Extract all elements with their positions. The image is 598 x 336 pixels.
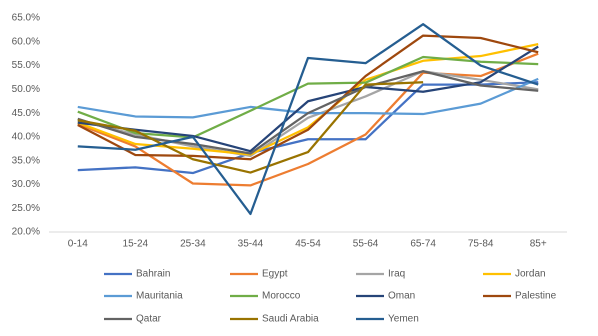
- legend-label: Morocco: [262, 291, 301, 302]
- x-tick-label: 75-84: [468, 239, 494, 250]
- x-tick-label: 0-14: [68, 239, 88, 250]
- legend-label: Oman: [388, 291, 415, 302]
- x-tick-label: 55-64: [353, 239, 379, 250]
- series-line: [77, 34, 539, 161]
- legend-label: Mauritania: [136, 291, 183, 302]
- y-tick-label: 20.0%: [12, 227, 40, 238]
- x-tick-label: 25-34: [180, 239, 206, 250]
- legend-label: Palestine: [515, 291, 557, 302]
- y-tick-label: 40.0%: [12, 132, 40, 143]
- y-tick-label: 65.0%: [12, 13, 40, 24]
- series-line: [77, 55, 539, 139]
- y-tick-label: 30.0%: [12, 179, 40, 190]
- legend-label: Iraq: [388, 269, 405, 280]
- y-tick-label: 25.0%: [12, 203, 40, 214]
- y-tick-label: 35.0%: [12, 155, 40, 166]
- series-line: [77, 23, 539, 216]
- series-line: [77, 52, 539, 187]
- y-tick-label: 45.0%: [12, 108, 40, 119]
- x-tick-label: 35-44: [238, 239, 264, 250]
- y-tick-label: 60.0%: [12, 36, 40, 47]
- y-tick-label: 55.0%: [12, 60, 40, 71]
- x-tick-label: 45-54: [295, 239, 321, 250]
- legend-label: Bahrain: [136, 269, 170, 280]
- legend-label: Saudi Arabia: [262, 314, 319, 325]
- x-tick-label: 15-24: [123, 239, 149, 250]
- y-tick-label: 50.0%: [12, 84, 40, 95]
- x-tick-label: 85+: [530, 239, 547, 250]
- legend-label: Jordan: [515, 269, 546, 280]
- x-tick-label: 65-74: [410, 239, 436, 250]
- legend-label: Qatar: [136, 314, 162, 325]
- legend-label: Egypt: [262, 269, 288, 280]
- series-line: [77, 81, 424, 174]
- series-line: [77, 45, 539, 153]
- legend-label: Yemen: [388, 314, 419, 325]
